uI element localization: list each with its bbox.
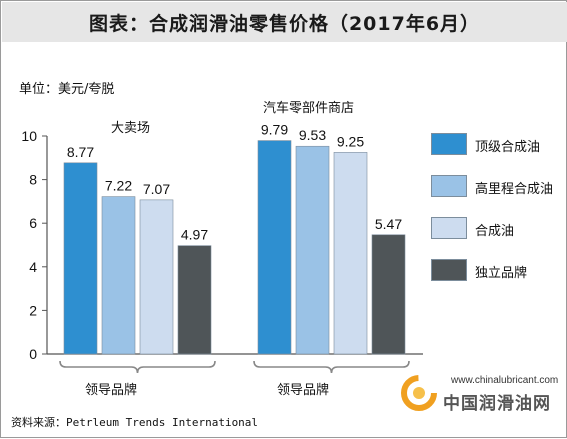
bar	[177, 245, 212, 355]
bar-value-label: 9.79	[261, 122, 288, 138]
chart-title: 图表：合成润滑油零售价格（2017年6月）	[88, 12, 481, 35]
bar	[101, 196, 136, 355]
legend-label-premium: 顶级合成油	[475, 140, 541, 155]
legend-swatch-independent	[431, 259, 467, 281]
bar	[333, 152, 368, 355]
watermark-name: 中国润滑油网	[443, 394, 551, 414]
legend-label-high-mileage: 高里程合成油	[475, 182, 554, 197]
legend-swatch-high-mileage	[431, 175, 467, 197]
legend-item-premium: 顶级合成油	[431, 133, 563, 157]
legend-item-synthetic: 合成油	[431, 217, 563, 241]
group-bracket	[59, 360, 216, 374]
category-label-hypermarket: 大卖场	[111, 121, 151, 136]
bar-value-label: 4.97	[181, 227, 208, 243]
y-tick-label: 2	[29, 302, 37, 318]
leading-brand-label-2: 领导品牌	[277, 383, 330, 398]
legend: 顶级合成油 高里程合成油 合成油 独立品牌	[431, 133, 563, 283]
legend-item-independent: 独立品牌	[431, 259, 563, 283]
legend-label-synthetic: 合成油	[475, 224, 515, 239]
bar-value-label: 5.47	[375, 216, 402, 232]
title-bar: 图表：合成润滑油零售价格（2017年6月）	[2, 2, 567, 42]
leading-brand-label-1: 领导品牌	[85, 383, 138, 398]
bar	[371, 234, 406, 355]
y-tick-label: 6	[29, 215, 37, 231]
watermark-url: www.chinalubricant.com	[451, 375, 559, 386]
bar-value-label: 9.25	[337, 133, 364, 149]
bar	[295, 145, 330, 355]
legend-item-high-mileage: 高里程合成油	[431, 175, 563, 199]
y-tick-label: 8	[29, 172, 37, 188]
bar-value-label: 9.53	[299, 127, 326, 143]
category-label-auto-parts-store: 汽车零部件商店	[263, 101, 355, 116]
y-tick-label: 4	[29, 259, 37, 275]
legend-label-independent: 独立品牌	[475, 266, 528, 281]
bar	[257, 140, 292, 355]
bar	[139, 199, 174, 355]
bar-value-label: 8.77	[67, 144, 94, 160]
group-bracket	[253, 360, 410, 374]
y-tick-label: 10	[21, 128, 37, 144]
bar-value-label: 7.22	[105, 178, 132, 194]
legend-swatch-synthetic	[431, 217, 467, 239]
unit-label: 单位：美元/夸脱	[19, 82, 115, 97]
source-note: 资料来源：Petrleum Trends International	[11, 416, 259, 429]
watermark: www.chinalubricant.com 中国润滑油网	[399, 373, 564, 414]
legend-swatch-premium	[431, 133, 467, 155]
chinalubricant-logo-icon	[401, 375, 437, 411]
bar-value-label: 7.07	[143, 181, 170, 197]
y-tick-label: 0	[29, 346, 37, 362]
bar	[63, 162, 98, 355]
